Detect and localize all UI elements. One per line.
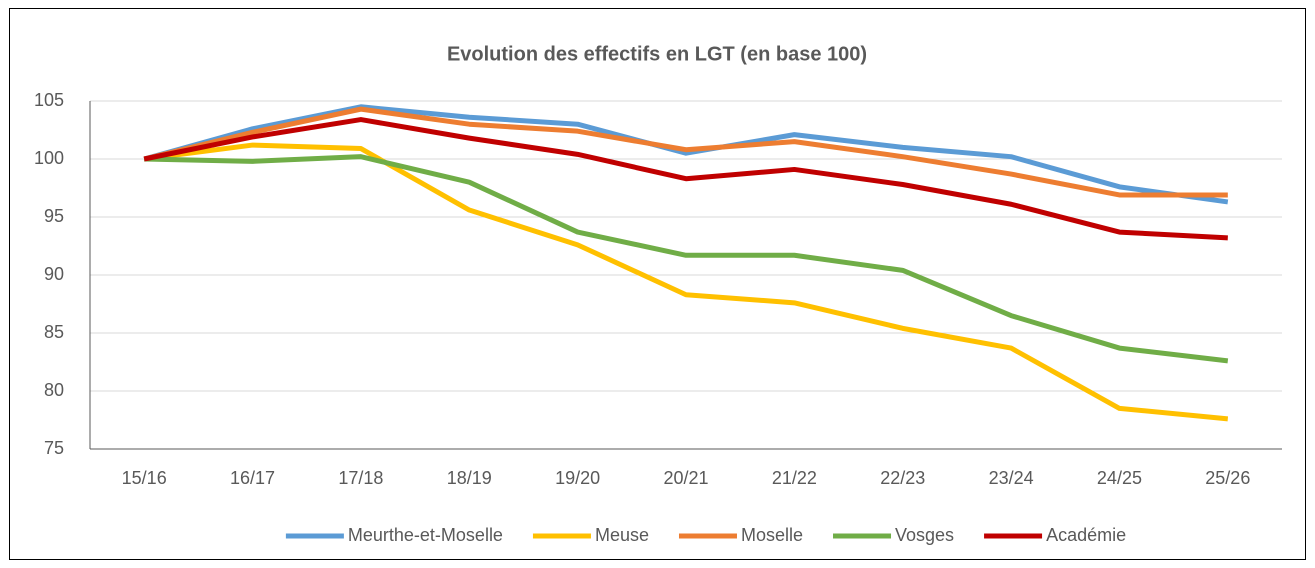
x-tick-label: 20/21 <box>663 468 708 488</box>
x-tick-label: 16/17 <box>230 468 275 488</box>
series-line <box>144 154 1229 364</box>
y-tick-label: 85 <box>44 322 64 342</box>
legend-label: Meurthe-et-Moselle <box>348 525 503 545</box>
x-tick-label: 15/16 <box>122 468 167 488</box>
series-line <box>143 106 1228 198</box>
x-tick-label: 24/25 <box>1097 468 1142 488</box>
legend-label: Moselle <box>741 525 803 545</box>
x-tick-label: 17/18 <box>338 468 383 488</box>
y-tick-label: 75 <box>44 438 64 458</box>
legend-label: Meuse <box>595 525 649 545</box>
x-tick-label: 25/26 <box>1205 468 1250 488</box>
x-tick-label: 21/22 <box>772 468 817 488</box>
series-line <box>143 104 1229 205</box>
x-tick-label: 19/20 <box>555 468 600 488</box>
x-tick-label: 22/23 <box>880 468 925 488</box>
legend-label: Académie <box>1046 525 1126 545</box>
y-tick-label: 100 <box>34 148 64 168</box>
series-line <box>143 117 1228 241</box>
y-tick-label: 105 <box>34 90 64 110</box>
series-line <box>143 142 1229 422</box>
y-tick-label: 80 <box>44 380 64 400</box>
legend-label: Vosges <box>895 525 954 545</box>
chart-title: Evolution des effectifs en LGT (en base … <box>447 43 867 65</box>
x-tick-label: 23/24 <box>989 468 1034 488</box>
y-tick-label: 90 <box>44 264 64 284</box>
y-tick-label: 95 <box>44 206 64 226</box>
x-tick-label: 18/19 <box>447 468 492 488</box>
